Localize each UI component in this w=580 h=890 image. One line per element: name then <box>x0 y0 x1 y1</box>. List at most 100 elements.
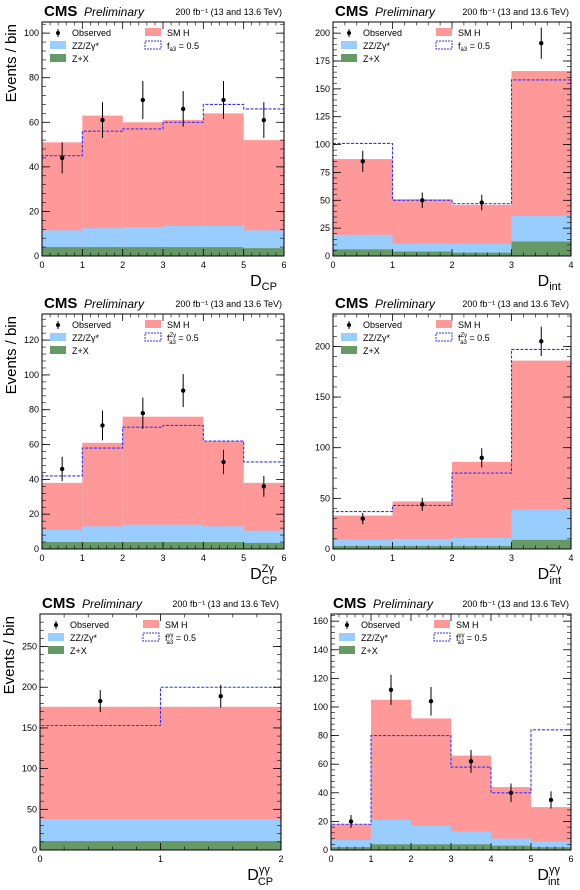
legend-alt-main: f <box>456 633 459 643</box>
legend-zz-label: ZZ/Zγ* <box>72 333 99 343</box>
y-axis-title: Events / bin <box>3 24 20 102</box>
panel-4: 0 1 2 3 4 0 50 100 150 200 CMS Preliminary 200 fb⁻¹ … <box>315 295 574 587</box>
x-tick-label: 5 <box>241 553 246 563</box>
legend-smh-swatch <box>145 320 161 328</box>
y-tick-label: 140 <box>313 645 328 655</box>
x-tick-label: 1 <box>368 854 373 864</box>
legend-observed-label: Observed <box>361 620 400 630</box>
legend-alt-rest: = 0.5 <box>173 633 196 643</box>
x-tick-label: 0 <box>328 854 333 864</box>
zx-bar <box>163 542 204 549</box>
legend-smh-label: SM H <box>167 320 190 330</box>
legend-alt-main: f <box>458 333 461 343</box>
y-tick-label: 20 <box>29 206 39 216</box>
x-axis-title: Dint <box>538 273 561 293</box>
zx-bar <box>452 252 512 256</box>
x-tick-label: 0 <box>37 854 42 864</box>
legend-observed-marker <box>56 323 60 327</box>
observed-point <box>261 117 267 123</box>
alt-hypothesis-line <box>41 103 285 256</box>
x-tick-label: 6 <box>568 854 573 864</box>
lumi-label: 200 fb⁻¹ (13 and 13.6 TeV) <box>462 599 569 609</box>
x-axis-title: DZγ int <box>538 563 562 587</box>
legend-alt-label: fZγ a3 = 0.5 <box>167 333 199 346</box>
zx-bar <box>452 545 512 549</box>
y-tick-label: 160 <box>313 616 328 626</box>
zx-bar <box>333 545 393 549</box>
x-tick-label: 2 <box>120 260 125 270</box>
cms-label: CMS <box>335 3 368 20</box>
x-axis-title-sup: γγ <box>549 864 561 876</box>
observed-point <box>218 693 223 699</box>
y-tick-label: 25 <box>320 223 330 233</box>
observed-point <box>360 516 365 521</box>
x-tick-label: 1 <box>80 260 85 270</box>
legend-zz-label: ZZ/Zγ* <box>70 633 97 643</box>
x-tick-label: 4 <box>201 260 206 270</box>
x-axis-title: DCP <box>250 273 277 293</box>
x-axis-title-sub: CP <box>262 281 277 293</box>
legend-zx-label: Z+X <box>361 646 378 656</box>
legend-alt-rest: = 0.5 <box>464 633 487 643</box>
observed-point <box>479 200 484 205</box>
observed-point <box>539 339 544 344</box>
y-tick-label: 0 <box>32 845 37 855</box>
legend-alt-label: fγγ a3 = 0.5 <box>456 633 487 646</box>
zz-bar <box>333 539 393 549</box>
observed-point <box>221 459 226 465</box>
cms-label: CMS <box>42 595 75 612</box>
preliminary-label: Preliminary <box>84 297 145 311</box>
legend-smh-swatch <box>434 620 450 628</box>
legend-zz-swatch <box>339 633 355 641</box>
x-tick-label: 1 <box>80 553 85 563</box>
legend-observed-marker <box>54 623 58 627</box>
x-axis-title-sub: CP <box>262 575 277 587</box>
y-axis-title: Events / bin <box>1 616 18 694</box>
legend-observed-label: Observed <box>363 28 402 38</box>
legend-smh-swatch <box>143 620 159 628</box>
y-tick-label: 120 <box>24 335 39 345</box>
legend-alt-label: fZγ a3 = 0.5 <box>458 333 490 346</box>
x-tick-label: 5 <box>241 260 246 270</box>
y-tick-label: 50 <box>320 195 330 205</box>
legend-alt-swatch <box>435 40 453 50</box>
legend-zx-swatch <box>341 346 357 354</box>
x-tick-label: 1 <box>158 854 163 864</box>
x-tick-label: 0 <box>39 260 44 270</box>
alt-hypothesis-line <box>330 729 572 850</box>
y-tick-label: 80 <box>318 731 328 741</box>
legend-zz-swatch <box>341 333 357 341</box>
zx-bar <box>333 249 393 256</box>
y-tick-label: 200 <box>315 341 330 351</box>
observed-point <box>98 698 103 704</box>
zx-bar <box>411 844 451 850</box>
legend-alt-sub: a3 <box>170 47 177 53</box>
zx-bar <box>392 545 452 549</box>
zx-bar <box>42 542 83 549</box>
legend-alt-sup: Zγ <box>170 333 177 339</box>
legend-alt-rest: = 0.5 <box>176 333 199 343</box>
panel-5: 0 1 2 0 50 100 150 200 250 CMS Preliminary 200 fb⁻¹… <box>1 595 284 888</box>
legend-zx-label: Z+X <box>72 54 89 64</box>
legend-smh-label: SM H <box>458 28 481 38</box>
legend-observed-label: Observed <box>70 620 109 630</box>
legend-smh-label: SM H <box>456 620 479 630</box>
legend-smh-swatch <box>145 28 161 36</box>
x-axis-title-sup: γγ <box>259 864 271 876</box>
x-tick-label: 2 <box>449 553 454 563</box>
zx-bar <box>203 542 244 549</box>
legend-alt-sup: Zγ <box>461 333 468 339</box>
y-tick-label: 40 <box>29 474 39 484</box>
panel-2: 0 1 2 3 4 0 25 50 75 100 125 150 175 200 CMS Preliminar… <box>315 3 574 293</box>
legend-zx-label: Z+X <box>70 646 87 656</box>
legend-zz-label: ZZ/Zγ* <box>363 333 390 343</box>
zx-bar <box>122 542 163 549</box>
lumi-label: 200 fb⁻¹ (13 and 13.6 TeV) <box>462 7 569 17</box>
x-axis-title: Dγγ int <box>537 864 560 888</box>
legend-alt-main: f <box>165 633 168 643</box>
legend-observed-label: Observed <box>72 28 111 38</box>
legend-zx-label: Z+X <box>72 346 89 356</box>
zx-bar <box>531 847 571 850</box>
